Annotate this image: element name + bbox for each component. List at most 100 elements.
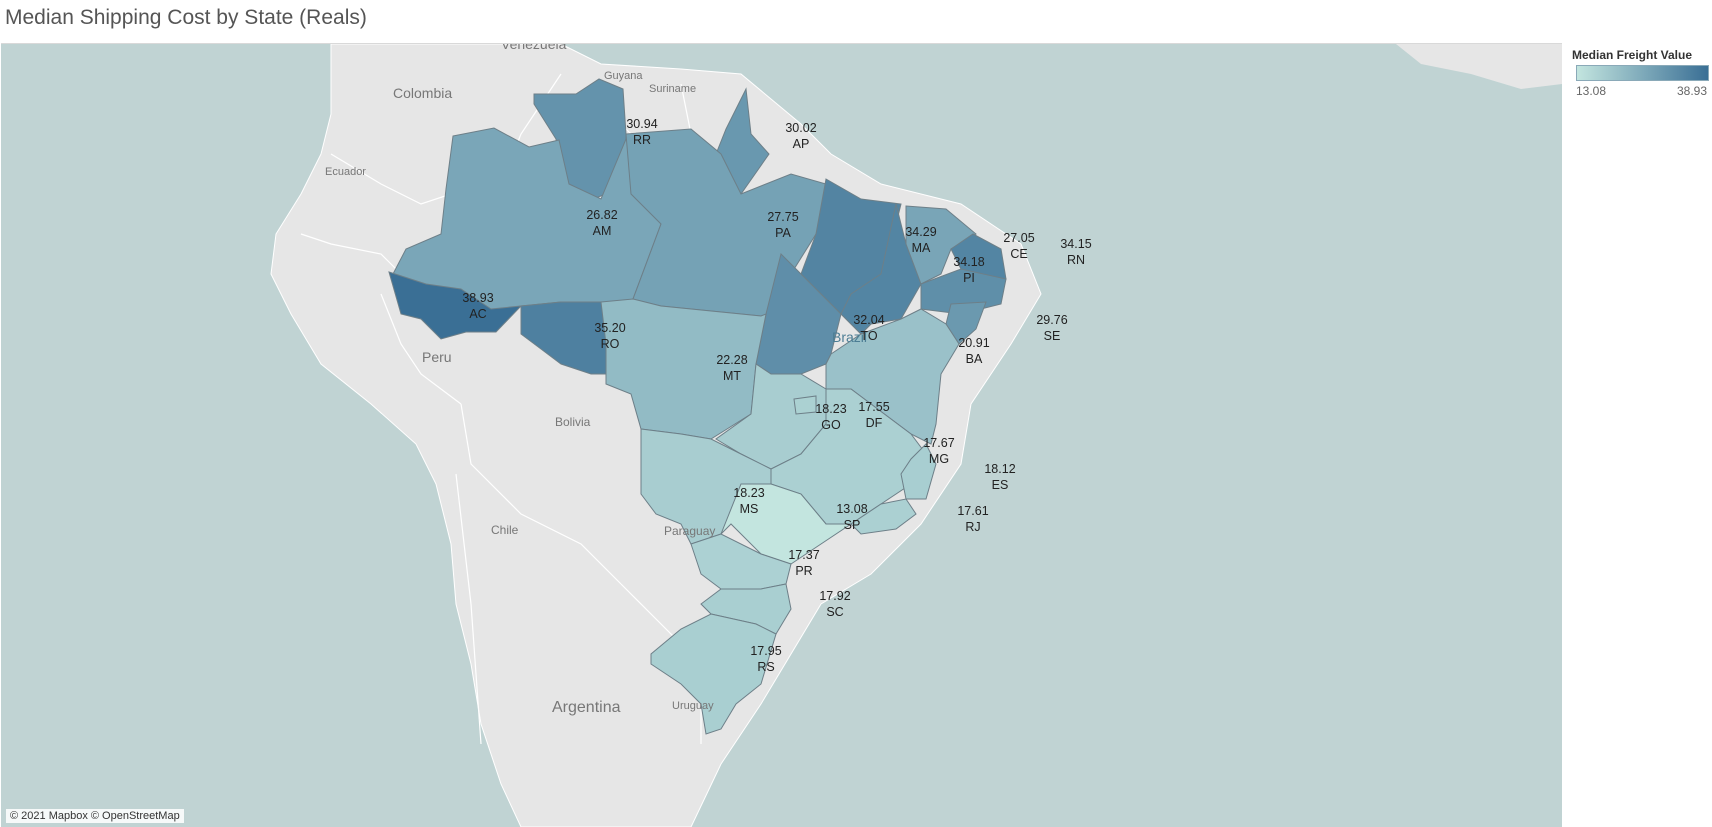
state-label-se: 29.76 SE <box>1036 313 1067 343</box>
state-ce-code: CE <box>1010 247 1027 261</box>
map-view[interactable]: Venezuela Guyana Suriname Colombia Ecuad… <box>1 43 1562 827</box>
state-ac-code: AC <box>469 307 486 321</box>
state-es-value: 18.12 <box>984 462 1015 476</box>
state-label-ms: 18.23 MS <box>733 486 764 516</box>
state-label-ce: 27.05 CE <box>1003 231 1034 261</box>
label-paraguay: Paraguay <box>664 524 715 538</box>
state-se-value: 29.76 <box>1036 313 1067 327</box>
legend-color-ramp <box>1576 65 1709 81</box>
state-rj[interactable] <box>850 498 917 535</box>
map-svg[interactable]: Venezuela Guyana Suriname Colombia Ecuad… <box>1 44 1562 827</box>
state-sp-value: 13.08 <box>836 502 867 516</box>
state-se[interactable] <box>945 301 987 345</box>
state-rn-code: RN <box>1067 253 1085 267</box>
label-venezuela: Venezuela <box>501 44 567 52</box>
state-label-pi: 34.18 PI <box>953 255 984 285</box>
state-label-mg: 17.67 MG <box>923 436 954 466</box>
state-rj-code: RJ <box>965 520 980 534</box>
state-df-value: 17.55 <box>858 400 889 414</box>
state-am-code: AM <box>593 224 612 238</box>
label-brazil: Brazil <box>832 329 867 345</box>
map-attribution[interactable]: © 2021 Mapbox © OpenStreetMap <box>6 809 184 823</box>
state-label-to: 32.04 TO <box>853 313 884 343</box>
state-mt-value: 22.28 <box>716 353 747 367</box>
state-rr-value: 30.94 <box>626 117 657 131</box>
state-rs[interactable] <box>650 613 777 735</box>
state-label-ro: 35.20 RO <box>594 321 625 351</box>
state-pa-code: PA <box>775 226 791 240</box>
state-ap-value: 30.02 <box>785 121 816 135</box>
label-colombia: Colombia <box>393 85 452 101</box>
state-ap-code: AP <box>793 137 810 151</box>
legend-title: Median Freight Value <box>1572 48 1693 62</box>
state-ma-value: 34.29 <box>905 225 936 239</box>
state-am-value: 26.82 <box>586 208 617 222</box>
state-ac[interactable] <box>388 271 523 340</box>
legend-max-label: 38.93 <box>1676 84 1707 98</box>
state-label-pr: 17.37 PR <box>788 548 819 578</box>
state-ce[interactable] <box>905 205 977 285</box>
state-label-sc: 17.92 SC <box>819 589 850 619</box>
state-se-code: SE <box>1044 329 1061 343</box>
state-rr-code: RR <box>633 133 651 147</box>
state-sp-code: SP <box>844 518 861 532</box>
state-label-rn: 34.15 RN <box>1060 237 1091 267</box>
state-label-am: 26.82 AM <box>586 208 617 238</box>
label-uruguay: Uruguay <box>672 700 714 712</box>
state-label-pa: 27.75 PA <box>767 210 798 240</box>
state-ac-value: 38.93 <box>462 291 493 305</box>
label-argentina: Argentina <box>552 699 621 716</box>
state-go-value: 18.23 <box>815 402 846 416</box>
state-labels: 30.94 RR 30.02 AP 26.82 AM 27.75 PA 34.2… <box>462 117 1091 674</box>
state-label-es: 18.12 ES <box>984 462 1015 492</box>
state-ce-value: 27.05 <box>1003 231 1034 245</box>
state-label-ac: 38.93 AC <box>462 291 493 321</box>
state-pr-value: 17.37 <box>788 548 819 562</box>
state-sp[interactable] <box>720 483 853 565</box>
label-bolivia: Bolivia <box>555 415 591 429</box>
state-pi-value: 34.18 <box>953 255 984 269</box>
state-rj-value: 17.61 <box>957 504 988 518</box>
label-ecuador: Ecuador <box>325 166 366 178</box>
state-ro-code: RO <box>601 337 620 351</box>
state-label-rs: 17.95 RS <box>750 644 781 674</box>
state-go-code: GO <box>821 418 841 432</box>
color-legend: Median Freight Value 13.08 38.93 <box>1572 48 1712 98</box>
state-pi-code: PI <box>963 271 975 285</box>
state-label-go: 18.23 GO <box>815 402 846 432</box>
state-mg-code: MG <box>929 452 949 466</box>
state-ba-value: 20.91 <box>958 336 989 350</box>
state-df[interactable] <box>793 395 817 415</box>
north-land-corner <box>1396 44 1562 89</box>
state-ms-value: 18.23 <box>733 486 764 500</box>
state-label-rr: 30.94 RR <box>626 117 657 147</box>
state-mg-value: 17.67 <box>923 436 954 450</box>
state-mt-code: MT <box>723 369 741 383</box>
label-peru: Peru <box>422 349 452 365</box>
chart-title: Median Shipping Cost by State (Reals) <box>5 6 367 29</box>
state-es-code: ES <box>992 478 1009 492</box>
state-ba-code: BA <box>966 352 983 366</box>
state-pr-code: PR <box>795 564 812 578</box>
state-sc-value: 17.92 <box>819 589 850 603</box>
state-sc-code: SC <box>826 605 843 619</box>
state-label-ap: 30.02 AP <box>785 121 816 151</box>
brazil-states <box>388 78 1007 735</box>
state-to-code: TO <box>860 329 877 343</box>
legend-min-label: 13.08 <box>1576 84 1607 98</box>
state-rs-value: 17.95 <box>750 644 781 658</box>
state-label-rj: 17.61 RJ <box>957 504 988 534</box>
state-label-ma: 34.29 MA <box>905 225 936 255</box>
country-labels: Venezuela Guyana Suriname Colombia Ecuad… <box>325 44 867 716</box>
state-to-value: 32.04 <box>853 313 884 327</box>
state-pa-value: 27.75 <box>767 210 798 224</box>
state-label-sp: 13.08 SP <box>836 502 867 532</box>
state-ms-code: MS <box>740 502 759 516</box>
state-ma-code: MA <box>912 241 931 255</box>
state-rs-code: RS <box>757 660 774 674</box>
state-mt[interactable] <box>600 298 767 440</box>
state-df-code: DF <box>866 416 883 430</box>
state-label-ba: 20.91 BA <box>958 336 989 366</box>
label-suriname: Suriname <box>649 83 696 95</box>
state-ro[interactable] <box>520 301 612 375</box>
